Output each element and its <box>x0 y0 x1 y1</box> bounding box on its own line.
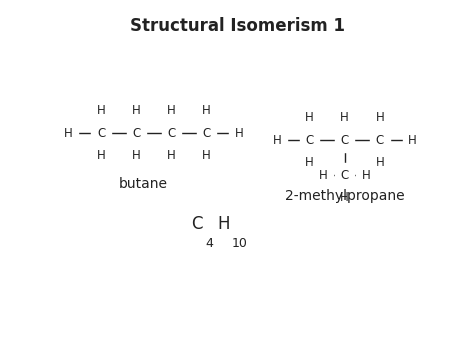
Text: H: H <box>202 149 211 162</box>
Text: H: H <box>202 104 211 118</box>
Text: C: C <box>202 127 210 140</box>
Text: C: C <box>305 134 314 147</box>
Text: H: H <box>273 134 281 147</box>
Text: butane: butane <box>119 178 168 191</box>
Text: Structural Isomerism 1: Structural Isomerism 1 <box>129 17 345 35</box>
Text: H: H <box>340 111 349 124</box>
Text: 4: 4 <box>205 237 213 250</box>
Text: H: H <box>362 169 371 182</box>
Text: H: H <box>132 149 141 162</box>
Text: C: C <box>341 169 349 182</box>
Text: H: H <box>132 104 141 118</box>
Text: H: H <box>375 111 384 124</box>
Text: H: H <box>305 111 314 124</box>
Text: 10: 10 <box>231 237 247 250</box>
Text: H: H <box>167 149 176 162</box>
Text: C: C <box>132 127 140 140</box>
Text: H: H <box>97 149 106 162</box>
Text: H: H <box>235 127 244 140</box>
Text: C: C <box>97 127 105 140</box>
Text: H: H <box>167 104 176 118</box>
Text: C: C <box>191 215 203 233</box>
Text: H: H <box>218 215 230 233</box>
Text: H: H <box>97 104 106 118</box>
Text: C: C <box>376 134 384 147</box>
Text: H: H <box>340 191 349 204</box>
Text: 2-methylpropane: 2-methylpropane <box>285 189 404 203</box>
Text: H: H <box>375 156 384 169</box>
Text: H: H <box>408 134 417 147</box>
Text: H: H <box>319 169 328 182</box>
Text: C: C <box>167 127 175 140</box>
Text: H: H <box>305 156 314 169</box>
Text: C: C <box>341 134 349 147</box>
Text: H: H <box>64 127 73 140</box>
